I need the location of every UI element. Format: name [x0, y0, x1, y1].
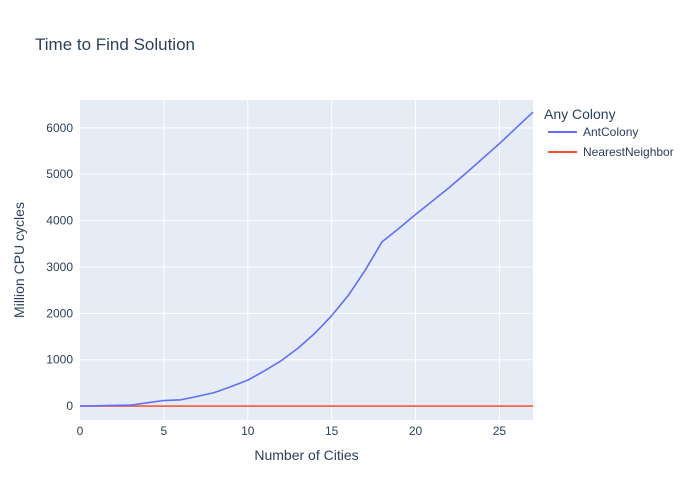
plot-area: [80, 100, 533, 420]
y-tick-label: 1000: [46, 353, 73, 367]
x-tick-label: 0: [77, 424, 84, 438]
x-tick-labels: 0 5 10 15 20 25: [77, 424, 507, 438]
x-tick-label: 5: [161, 424, 168, 438]
y-tick-labels: 0 1000 2000 3000 4000 5000 6000: [46, 121, 73, 413]
legend-label-nearestneighbor: NearestNeighbor: [583, 145, 674, 159]
x-tick-label: 15: [325, 424, 339, 438]
legend-title: Any Colony: [544, 106, 616, 122]
y-axis-title: Million CPU cycles: [11, 202, 27, 318]
y-tick-label: 4000: [46, 214, 73, 228]
y-tick-label: 0: [66, 399, 73, 413]
series-line-antcolony: [79, 111, 534, 407]
series-layer: [79, 111, 534, 407]
legend: Any Colony AntColony NearestNeighbor: [544, 106, 674, 159]
y-tick-label: 2000: [46, 306, 73, 320]
y-tick-label: 3000: [46, 260, 73, 274]
x-axis-title: Number of Cities: [254, 447, 358, 463]
x-tick-label: 20: [409, 424, 423, 438]
x-tick-label: 25: [493, 424, 507, 438]
y-tick-label: 5000: [46, 167, 73, 181]
legend-label-antcolony: AntColony: [583, 125, 638, 139]
y-tick-label: 6000: [46, 121, 73, 135]
x-tick-label: 10: [241, 424, 255, 438]
chart-title: Time to Find Solution: [35, 35, 195, 54]
